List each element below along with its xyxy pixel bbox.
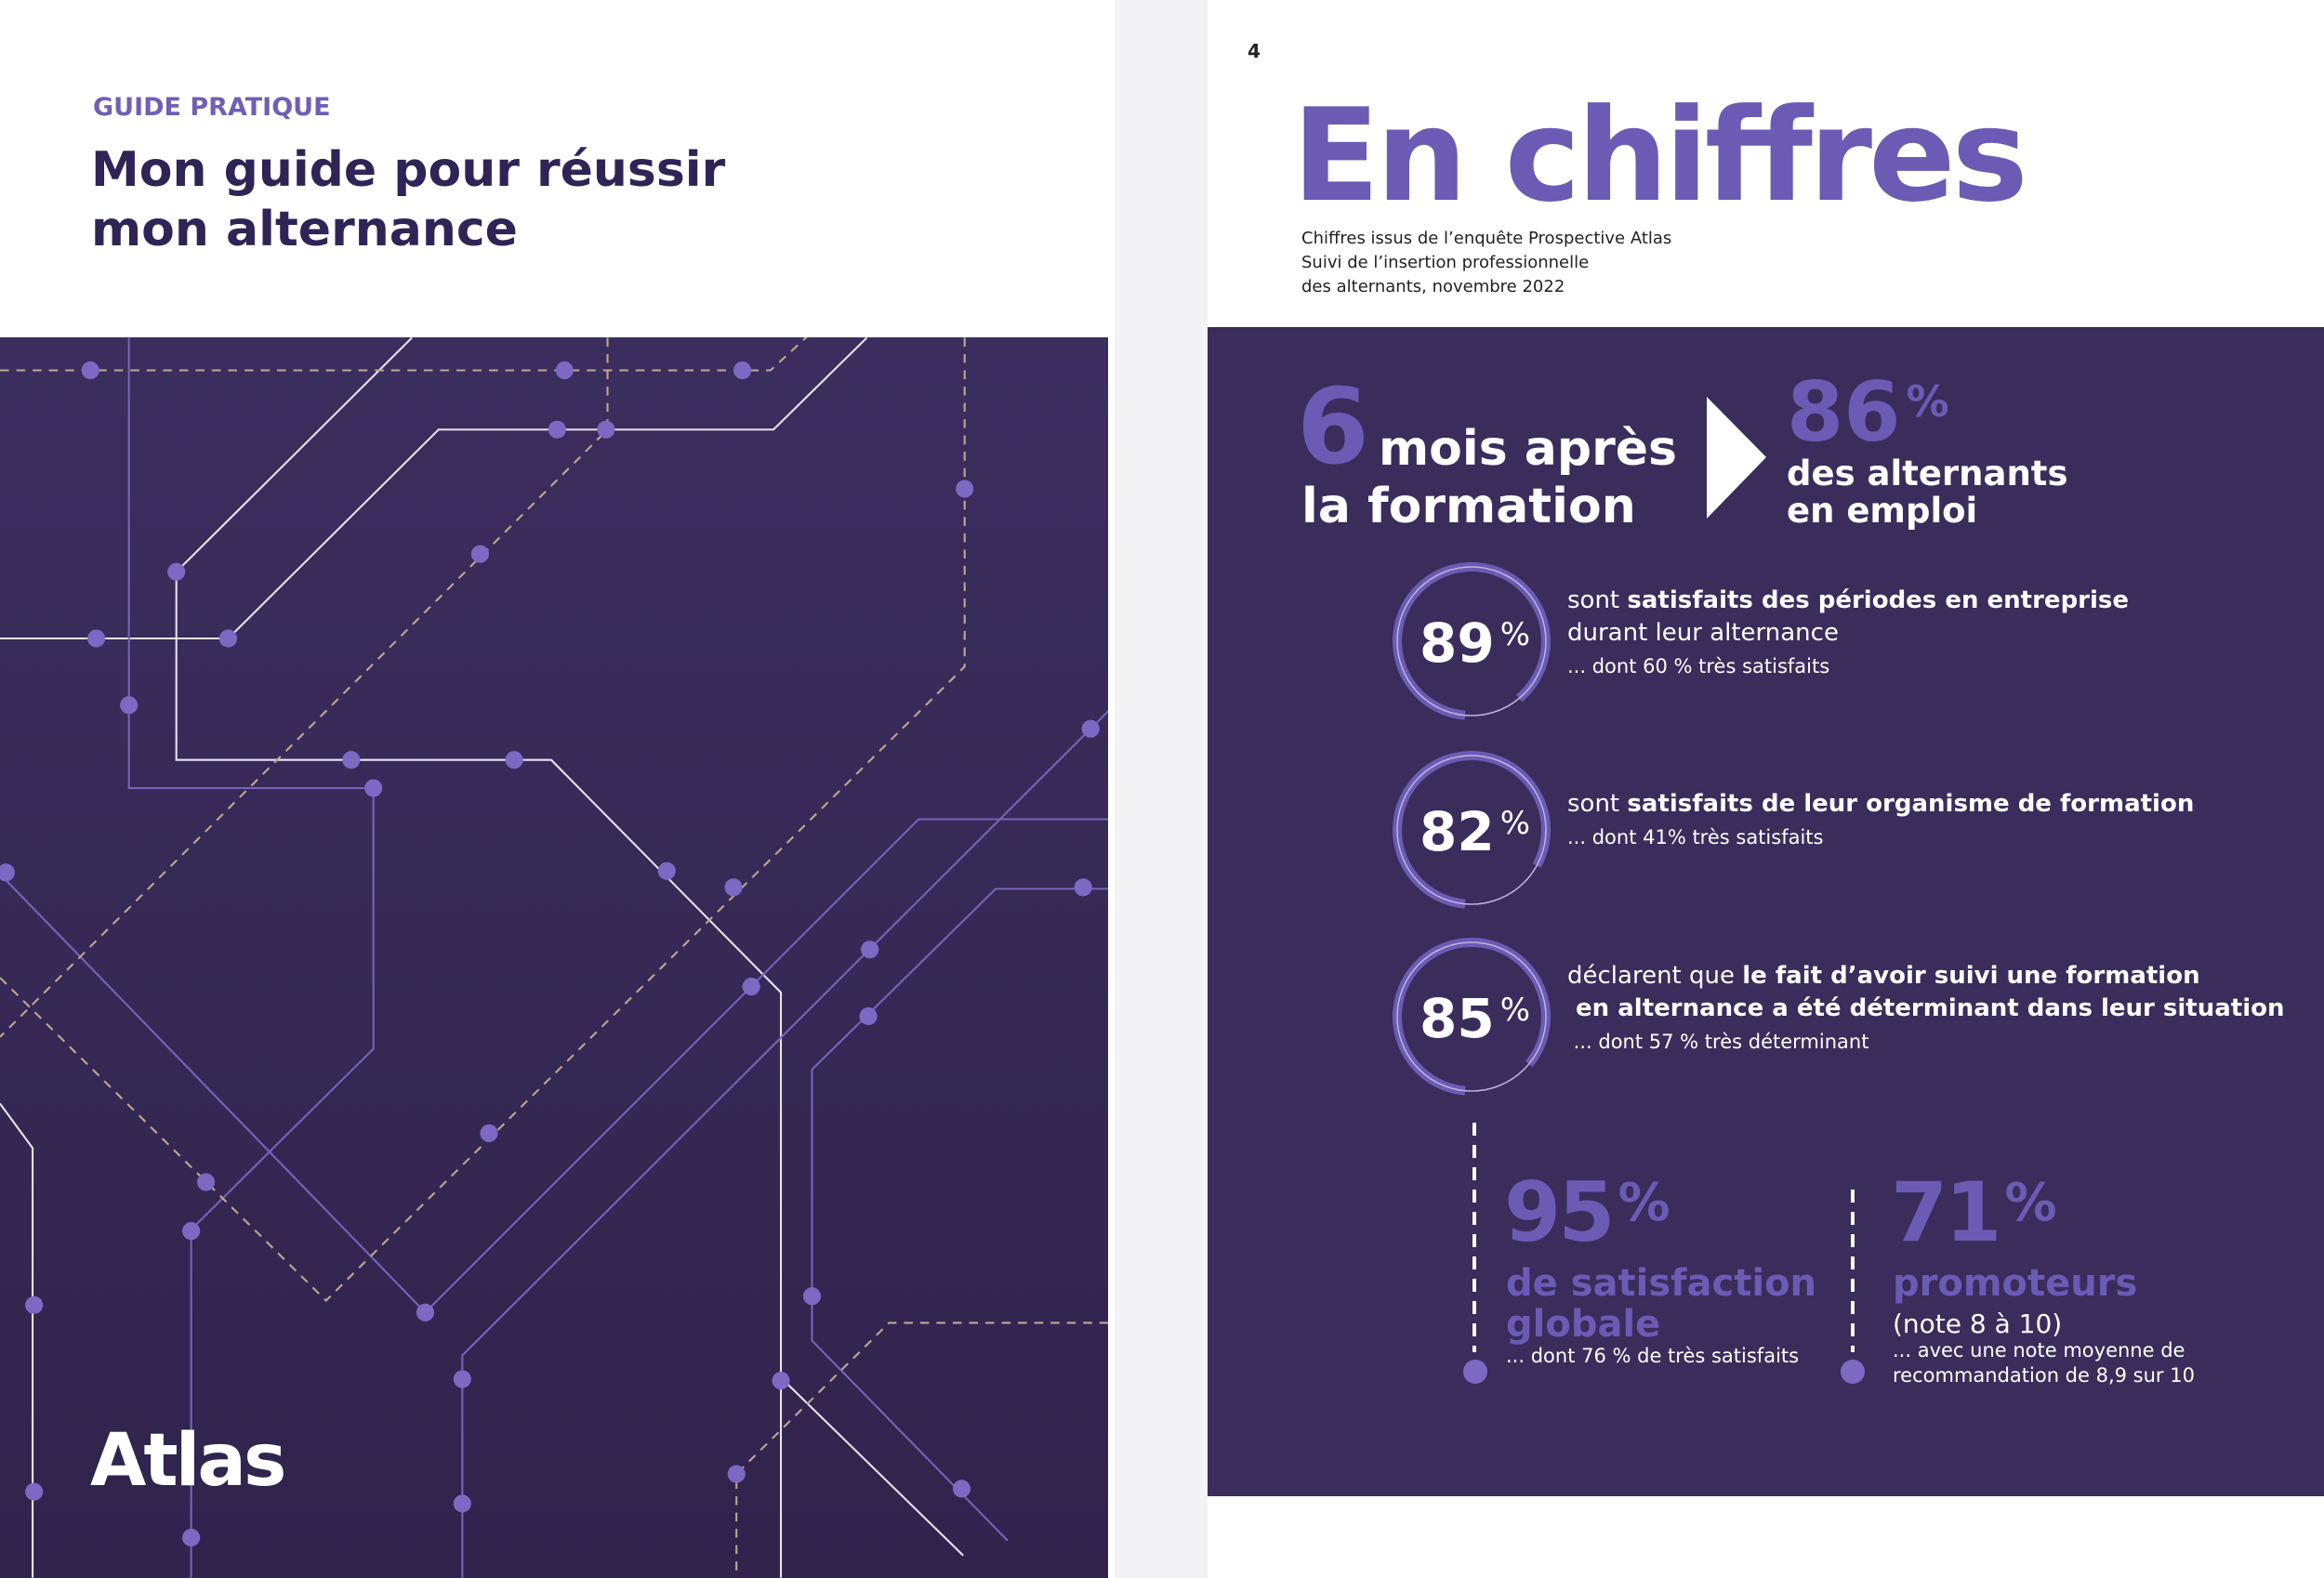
stat-text: des alternants xyxy=(1787,454,2068,493)
ring-note: ... dont 60 % très satisfaits xyxy=(1567,655,1829,677)
text-segment: durant leur alternance xyxy=(1567,619,1839,647)
bottom-detail: ... dont 76 % de très satisfaits xyxy=(1506,1345,1799,1367)
bottom-value: 71 xyxy=(1891,1164,1999,1260)
headline-text: mois après xyxy=(1379,421,1677,477)
ring-value: 82 xyxy=(1419,800,1495,863)
ring-text: sont satisfaits de leur organisme de for… xyxy=(1567,790,2194,818)
bottom-value: 95 xyxy=(1504,1164,1612,1260)
stat-number: 86 xyxy=(1787,364,1900,460)
kicker: GUIDE PRATIQUE xyxy=(93,93,331,122)
bottom-detail: ... avec une note moyenne de xyxy=(1893,1339,2185,1361)
text-segment: déclarent que xyxy=(1567,962,1742,990)
bottom-unit: % xyxy=(1618,1173,1670,1233)
title: Mon guide pour réussir xyxy=(91,142,726,198)
ring-text: sont satisfaits des périodes en entrepri… xyxy=(1567,586,2129,614)
ring-unit: % xyxy=(1500,805,1530,842)
texts: GUIDE PRATIQUE Mon guide pour réussirmon … xyxy=(90,40,2284,1503)
arrow xyxy=(1707,397,1766,519)
ring-unit: % xyxy=(1500,616,1530,653)
ring-text: durant leur alternance xyxy=(1567,619,1839,647)
ring-value: 85 xyxy=(1419,987,1495,1050)
text-segment: sont xyxy=(1567,586,1627,614)
text-segment: en alternance a été déterminant dans leu… xyxy=(1567,994,2284,1022)
page-number: 4 xyxy=(1248,40,1261,62)
bottom-label: de satisfaction xyxy=(1506,1262,1816,1305)
cover-panel xyxy=(0,337,1108,1578)
ring-unit: % xyxy=(1500,992,1530,1029)
headline-text: la formation xyxy=(1301,479,1636,534)
rings xyxy=(1393,562,1551,1096)
bottom-label: globale xyxy=(1506,1303,1660,1346)
source-line: Chiffres issus de l’enquête Prospective … xyxy=(1301,229,1671,248)
title: mon alternance xyxy=(91,202,518,257)
ring-text: en alternance a été déterminant dans leu… xyxy=(1567,994,2284,1022)
bottom-sub: (note 8 à 10) xyxy=(1893,1308,2062,1339)
heading: En chiffres xyxy=(1292,81,2025,230)
ring-value: 89 xyxy=(1419,611,1495,675)
text-segment: le fait d’avoir suivi une formation xyxy=(1742,962,2199,990)
logo: Atlas xyxy=(90,1419,284,1503)
text-segment: satisfaits de leur organisme de formatio… xyxy=(1627,790,2194,818)
text-segment: satisfaits des périodes en entreprise xyxy=(1627,586,2129,614)
bottom-unit: % xyxy=(2004,1173,2056,1233)
text-segment: sont xyxy=(1567,790,1627,818)
network-lines xyxy=(0,337,1108,1578)
timeline xyxy=(1463,1123,1865,1384)
big-number: 6 xyxy=(1297,367,1369,488)
source-line: des alternants, novembre 2022 xyxy=(1301,277,1565,296)
bottom-label: promoteurs xyxy=(1893,1262,2137,1305)
stat-text: en emploi xyxy=(1787,491,1977,531)
stat-unit: % xyxy=(1906,376,1948,427)
ring-note: ... dont 57 % très déterminant xyxy=(1567,1031,1868,1053)
bottom-detail: recommandation de 8,9 sur 10 xyxy=(1893,1364,2195,1387)
stats-panel xyxy=(1208,327,2324,1496)
ring-note: ... dont 41% très satisfaits xyxy=(1567,826,1823,848)
ring-text: déclarent que le fait d’avoir suivi une … xyxy=(1567,962,2200,990)
gutter xyxy=(1115,0,1208,1578)
source-line: Suivi de l’insertion professionnelle xyxy=(1301,253,1589,272)
